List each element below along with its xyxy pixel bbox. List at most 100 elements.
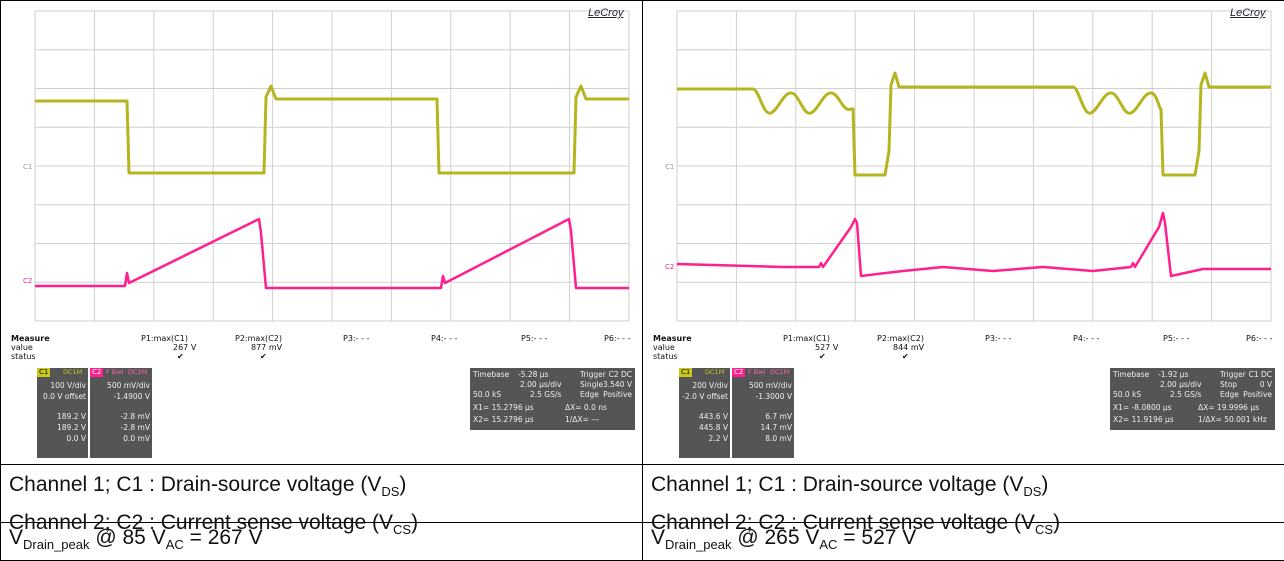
c1-marker: C1 <box>23 163 32 171</box>
c2-offset: -1.3000 V <box>756 392 792 401</box>
cursor-x2: X2= 11.9196 µs <box>1113 415 1174 424</box>
value-label: value <box>653 343 675 352</box>
measure-label: Measure <box>11 334 50 343</box>
cursor-freq: 1/ΔX= --- <box>565 415 599 424</box>
p1-value: 267 V <box>173 343 196 352</box>
p5-name[interactable]: P5:- - - <box>521 334 547 343</box>
peak-sub: Drain_peak <box>23 537 90 552</box>
time-per-div: 2.00 µs/div <box>1160 380 1202 389</box>
peak-mid: @ 265 V <box>732 526 820 549</box>
c1-cursor1: 189.2 V <box>57 412 86 421</box>
trigger-slope: Positive <box>603 390 632 399</box>
c2-flags: F Bwl <box>106 368 123 376</box>
peak-mid: @ 85 V <box>90 526 166 549</box>
p2-name[interactable]: P2:max(C2) <box>235 334 282 343</box>
c1-cursor2: 189.2 V <box>57 423 86 432</box>
c2-marker: C2 <box>23 277 32 285</box>
caption-right: Channel 1; C1 : Drain-source voltage (VD… <box>643 465 1284 521</box>
c1-descriptor-right[interactable]: C1 DC1M 200 V/div -2.0 V offset 443.6 V … <box>679 368 730 458</box>
c1-tag: C1 <box>37 368 50 377</box>
p2-status-check: ✔ <box>902 352 909 361</box>
c1-descriptor-left[interactable]: C1 DC1M 100 V/div 0.0 V offset 189.2 V 1… <box>37 368 88 458</box>
cursor-x1: X1= -8.0800 µs <box>1113 403 1172 412</box>
p2-value: 877 mV <box>251 343 282 352</box>
sample-rate: 2.5 GS/s <box>530 390 561 399</box>
caption-c1-text: Channel 1; C1 : Drain-source voltage (V <box>9 473 381 496</box>
c2-descriptor-left[interactable]: C2 F Bwl DC1M 500 mV/div -1.4900 V -2.8 … <box>90 368 152 458</box>
trigger-mode: Single <box>580 380 603 389</box>
p3-name[interactable]: P3:- - - <box>985 334 1011 343</box>
c1-delta: 2.2 V <box>709 434 728 443</box>
caption-c2-sub: CS <box>1035 522 1053 537</box>
cursor-freq: 1/ΔX= 50.001 kHz <box>1198 415 1267 424</box>
timebase-offset: -1.92 µs <box>1158 370 1188 379</box>
peak-ac-sub: AC <box>819 537 837 552</box>
c2-cursor1: 6.7 mV <box>765 412 792 421</box>
trigger-channel: C2 DC <box>609 370 632 379</box>
p2-value: 844 mV <box>893 343 924 352</box>
c1-offset: 0.0 V offset <box>43 392 86 401</box>
trigger-channel: C1 DC <box>1249 370 1272 379</box>
p2-name[interactable]: P2:max(C2) <box>877 334 924 343</box>
c2-tag: C2 <box>90 368 103 377</box>
timebase-panel-left[interactable]: Timebase -5.28 µs Trigger C2 DC 2.00 µs/… <box>470 368 635 430</box>
c2-delta: 8.0 mV <box>765 434 792 443</box>
p1-value: 527 V <box>815 343 838 352</box>
peak-value: = 267 V <box>184 526 263 549</box>
c2-flags: F Bwl <box>748 368 765 376</box>
caption-c1-sub: DS <box>1023 484 1041 499</box>
caption-close: ) <box>411 511 418 534</box>
trigger-level: 3.540 V <box>603 380 632 389</box>
caption-close: ) <box>1053 511 1060 534</box>
p4-name[interactable]: P4:- - - <box>431 334 457 343</box>
trigger-type: Edge <box>1220 390 1239 399</box>
caption-close: ) <box>399 473 406 496</box>
c2-coupling: DC1M <box>770 368 789 376</box>
p6-name[interactable]: P6:- - - <box>1246 334 1272 343</box>
sample-rate: 2.5 GS/s <box>1170 390 1201 399</box>
caption-close: ) <box>1041 473 1048 496</box>
p6-name[interactable]: P6:- - - <box>604 334 630 343</box>
c1-coupling: DC1M <box>705 368 724 376</box>
lecroy-logo: LeCroy <box>588 7 623 19</box>
c1-offset: -2.0 V offset <box>682 392 728 401</box>
p1-name[interactable]: P1:max(C1) <box>783 334 830 343</box>
cursor-dx: ΔX= 0.0 ns <box>565 403 607 412</box>
peak-v: V <box>9 526 23 549</box>
p1-status-check: ✔ <box>177 352 184 361</box>
c2-delta: 0.0 mV <box>123 434 150 443</box>
c2-offset: -1.4900 V <box>114 392 150 401</box>
timebase-offset: -5.28 µs <box>518 370 548 379</box>
c1-vdiv: 100 V/div <box>50 381 86 390</box>
c2-tag: C2 <box>732 368 745 377</box>
c1-delta: 0.0 V <box>67 434 86 443</box>
c1-cursor2: 445.8 V <box>699 423 728 432</box>
cursor-x2: X2= 15.2796 µs <box>473 415 534 424</box>
peak-sub: Drain_peak <box>665 537 732 552</box>
p5-name[interactable]: P5:- - - <box>1163 334 1189 343</box>
c2-cursor2: -2.8 mV <box>121 423 150 432</box>
status-label: status <box>653 352 678 361</box>
caption-cell-right: Channel 1; C1 : Drain-source voltage (VD… <box>643 465 1284 523</box>
c2-marker: C2 <box>665 263 674 271</box>
p4-name[interactable]: P4:- - - <box>1073 334 1099 343</box>
c2-descriptor-right[interactable]: C2 F Bwl DC1M 500 mV/div -1.3000 V 6.7 m… <box>732 368 794 458</box>
c2-coupling: DC1M <box>128 368 147 376</box>
trigger-type: Edge <box>580 390 599 399</box>
caption-c1-text: Channel 1; C1 : Drain-source voltage (V <box>651 473 1023 496</box>
timebase-label: Timebase <box>1113 370 1149 379</box>
c2-vdiv: 500 mV/div <box>107 381 150 390</box>
p3-name[interactable]: P3:- - - <box>343 334 369 343</box>
peak-value: = 527 V <box>837 526 916 549</box>
sample-count: 50.0 kS <box>1113 390 1141 399</box>
c2-cursor2: 14.7 mV <box>760 423 792 432</box>
c1-cursor1: 443.6 V <box>699 412 728 421</box>
p1-name[interactable]: P1:max(C1) <box>141 334 188 343</box>
timebase-panel-right[interactable]: Timebase -1.92 µs Trigger C1 DC 2.00 µs/… <box>1110 368 1275 430</box>
caption-line-c1: Channel 1; C1 : Drain-source voltage (VD… <box>651 469 1284 507</box>
cursor-x1: X1= 15.2796 µs <box>473 403 534 412</box>
